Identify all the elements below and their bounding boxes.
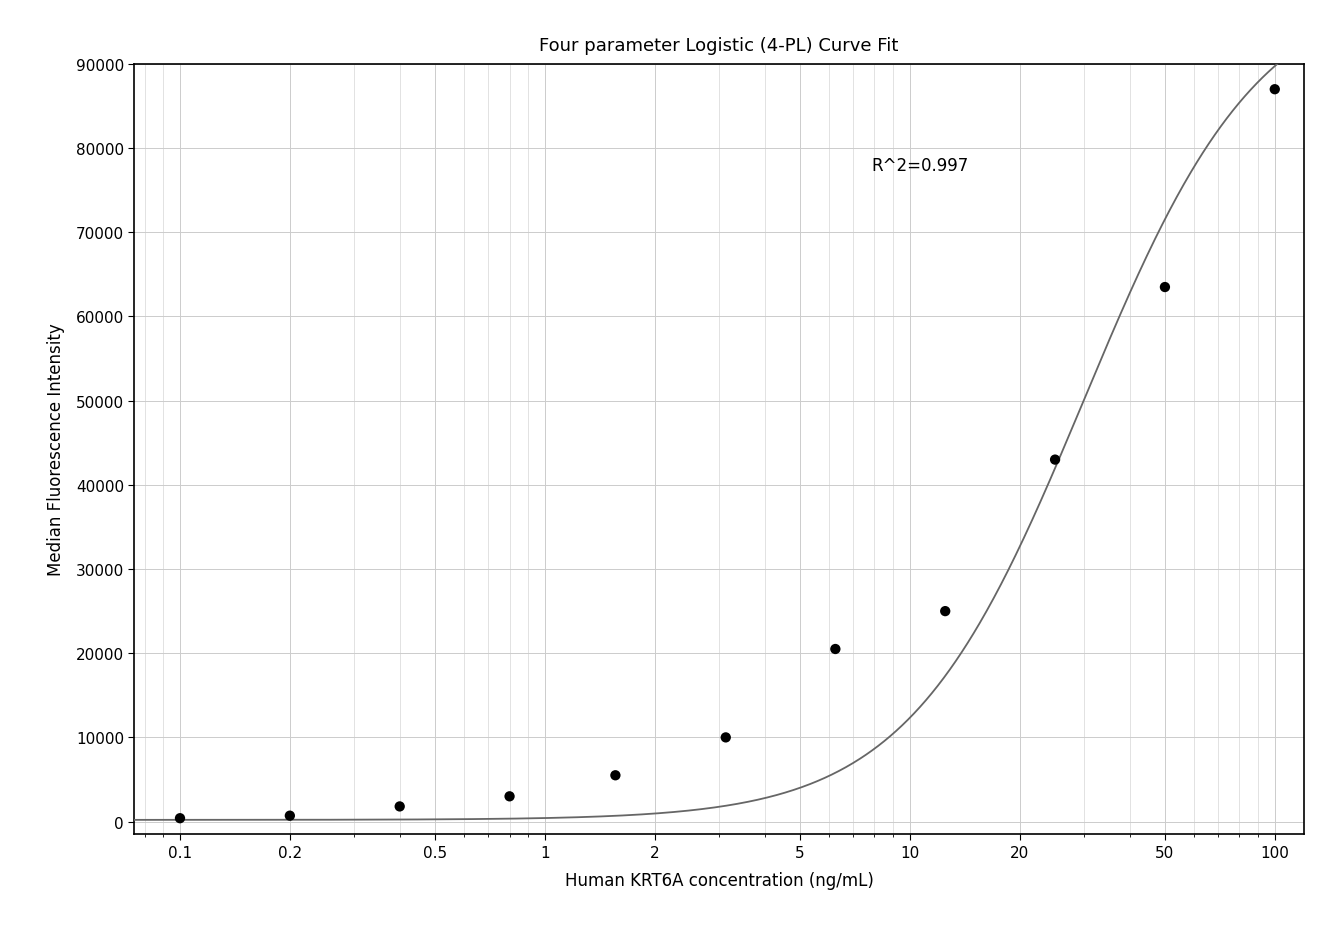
Point [388,799,410,814]
Point [934,604,956,619]
Point [1154,280,1176,295]
Point [280,808,301,823]
Point [715,730,737,745]
Y-axis label: Median Fluorescence Intensity: Median Fluorescence Intensity [47,324,65,576]
Title: Four parameter Logistic (4-PL) Curve Fit: Four parameter Logistic (4-PL) Curve Fit [539,37,899,55]
Text: R^2=0.997: R^2=0.997 [871,158,968,175]
Point [825,641,847,656]
Point [1044,452,1066,467]
X-axis label: Human KRT6A concentration (ng/mL): Human KRT6A concentration (ng/mL) [564,870,874,889]
Point [605,768,626,783]
Point [169,811,191,826]
Point [1265,83,1286,97]
Point [499,789,520,804]
